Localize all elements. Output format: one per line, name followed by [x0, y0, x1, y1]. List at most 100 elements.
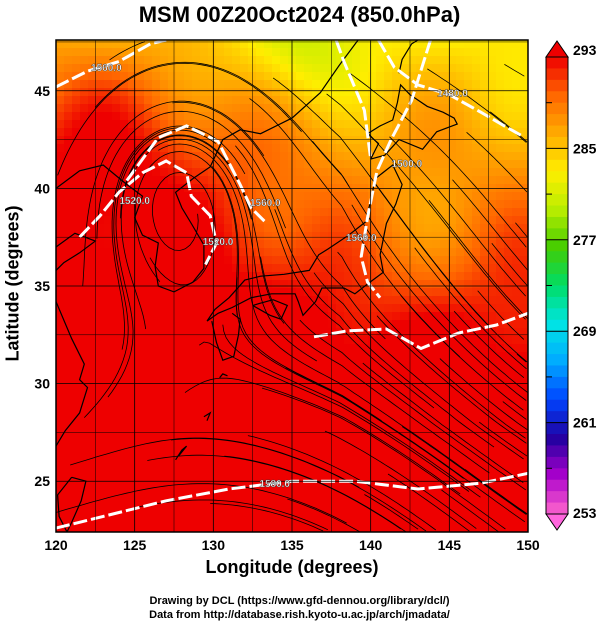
field-cell: [296, 216, 305, 225]
field-cell: [512, 480, 521, 489]
field-cell: [152, 40, 161, 49]
streamline: [452, 179, 528, 271]
field-cell: [456, 168, 465, 177]
field-cell: [104, 504, 113, 513]
field-cell: [400, 144, 409, 153]
field-cell: [96, 368, 105, 377]
field-cell: [440, 192, 449, 201]
field-cell: [456, 432, 465, 441]
field-cell: [416, 512, 425, 521]
x-tick-label: 130: [202, 537, 226, 553]
field-cell: [488, 352, 497, 361]
field-cell: [176, 152, 185, 161]
field-cell: [272, 320, 281, 329]
field-cell: [72, 408, 81, 417]
field-cell: [440, 112, 449, 121]
field-cell: [336, 376, 345, 385]
field-cell: [216, 240, 225, 249]
field-cell: [384, 248, 393, 257]
field-cell: [152, 480, 161, 489]
field-cell: [104, 96, 113, 105]
field-cell: [264, 432, 273, 441]
field-cell: [320, 40, 329, 49]
field-cell: [168, 80, 177, 89]
field-cell: [432, 64, 441, 73]
field-cell: [424, 496, 433, 505]
field-cell: [232, 208, 241, 217]
field-cell: [176, 456, 185, 465]
field-cell: [520, 304, 528, 313]
field-cell: [216, 224, 225, 233]
field-cell: [368, 320, 377, 329]
field-cell: [344, 72, 353, 81]
field-cell: [480, 384, 489, 393]
field-cell: [304, 48, 313, 57]
field-cell: [208, 208, 217, 217]
field-cell: [88, 504, 97, 513]
field-cell: [120, 224, 129, 233]
field-cell: [472, 88, 481, 97]
credit-data: Data from http://database.rish.kyoto-u.a…: [149, 609, 450, 621]
field-cell: [328, 376, 337, 385]
field-cell: [296, 336, 305, 345]
field-cell: [408, 448, 417, 457]
field-cell: [448, 160, 457, 169]
field-cell: [160, 504, 169, 513]
field-cell: [200, 168, 209, 177]
field-cell: [504, 264, 513, 273]
field-cell: [384, 456, 393, 465]
field-cell: [328, 520, 337, 529]
field-cell: [432, 304, 441, 313]
field-cell: [216, 448, 225, 457]
field-cell: [296, 432, 305, 441]
field-cell: [168, 336, 177, 345]
field-cell: [360, 96, 369, 105]
field-cell: [472, 144, 481, 153]
field-cell: [504, 384, 513, 393]
field-cell: [240, 344, 249, 353]
field-cell: [200, 160, 209, 169]
field-cell: [216, 40, 225, 49]
colorbar-band: [546, 399, 568, 412]
field-cell: [360, 64, 369, 73]
field-cell: [488, 216, 497, 225]
field-cell: [432, 272, 441, 281]
field-cell: [104, 192, 113, 201]
field-cell: [184, 272, 193, 281]
field-cell: [208, 504, 217, 513]
field-cell: [80, 64, 89, 73]
colorbar-band: [546, 79, 568, 92]
field-cell: [56, 512, 65, 521]
field-cell: [96, 440, 105, 449]
field-cell: [96, 472, 105, 481]
field-cell: [144, 72, 153, 81]
field-cell: [496, 448, 505, 457]
field-cell: [496, 256, 505, 265]
field-cell: [328, 504, 337, 513]
field-cell: [152, 176, 161, 185]
field-cell: [112, 400, 121, 409]
field-cell: [504, 144, 513, 153]
field-cell: [416, 352, 425, 361]
field-cell: [80, 384, 89, 393]
field-cell: [432, 104, 441, 113]
field-cell: [416, 456, 425, 465]
field-cell: [160, 72, 169, 81]
field-cell: [368, 456, 377, 465]
field-cell: [88, 320, 97, 329]
field-cell: [64, 40, 73, 49]
field-cell: [448, 224, 457, 233]
field-cell: [328, 168, 337, 177]
field-cell: [328, 512, 337, 521]
field-cell: [320, 304, 329, 313]
streamline: [439, 358, 528, 431]
field-cell: [312, 312, 321, 321]
field-cell: [304, 440, 313, 449]
field-cell: [176, 104, 185, 113]
field-cell: [368, 208, 377, 217]
field-cell: [448, 152, 457, 161]
field-cell: [88, 328, 97, 337]
field-cell: [464, 64, 473, 73]
field-cell: [264, 64, 273, 73]
coastline: [366, 83, 459, 160]
